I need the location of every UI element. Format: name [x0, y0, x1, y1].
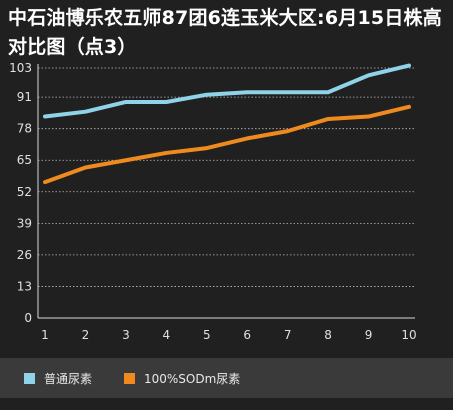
legend-item-sodm: 100%SODm尿素 [124, 370, 240, 386]
y-tick-label-52: 52 [17, 185, 32, 199]
x-tick-label-9: 9 [365, 328, 373, 342]
x-tick-label-8: 8 [324, 328, 332, 342]
y-tick-label-13: 13 [17, 279, 32, 293]
series-line-1 [43, 104, 411, 185]
y-tick-label-65: 65 [17, 153, 32, 167]
legend-label-putong: 普通尿素 [44, 371, 93, 386]
y-tick-label-39: 39 [17, 216, 32, 230]
series-layer [43, 63, 411, 185]
legend-swatch-putong [24, 372, 35, 384]
x-tick-label-3: 3 [122, 328, 130, 342]
x-tick-label-6: 6 [243, 328, 251, 342]
x-tick-label-5: 5 [203, 328, 211, 342]
chart-title: 中石油博乐农五师87团6连玉米大区:6月15日株高对比图（点3） [8, 7, 442, 58]
x-tick-label-4: 4 [163, 328, 171, 342]
x-tick-label-2: 2 [82, 328, 90, 342]
y-tick-label-91: 91 [17, 90, 32, 104]
y-tick-label-26: 26 [17, 248, 32, 262]
legend-label-sodm: 100%SODm尿素 [144, 371, 241, 386]
legend-swatch-sodm [124, 372, 135, 384]
legend-item-putong: 普通尿素 [24, 370, 92, 386]
x-tick-label-7: 7 [284, 328, 292, 342]
grid-layer [38, 67, 415, 287]
y-tick-label-103: 103 [9, 61, 32, 75]
x-tick-label-1: 1 [41, 328, 49, 342]
x-tick-label-10: 10 [401, 328, 416, 342]
y-tick-label-78: 78 [17, 122, 32, 136]
legend: 普通尿素 100%SODm尿素 [0, 358, 453, 398]
y-tick-label-0: 0 [24, 311, 32, 325]
series-line-0 [43, 63, 411, 119]
